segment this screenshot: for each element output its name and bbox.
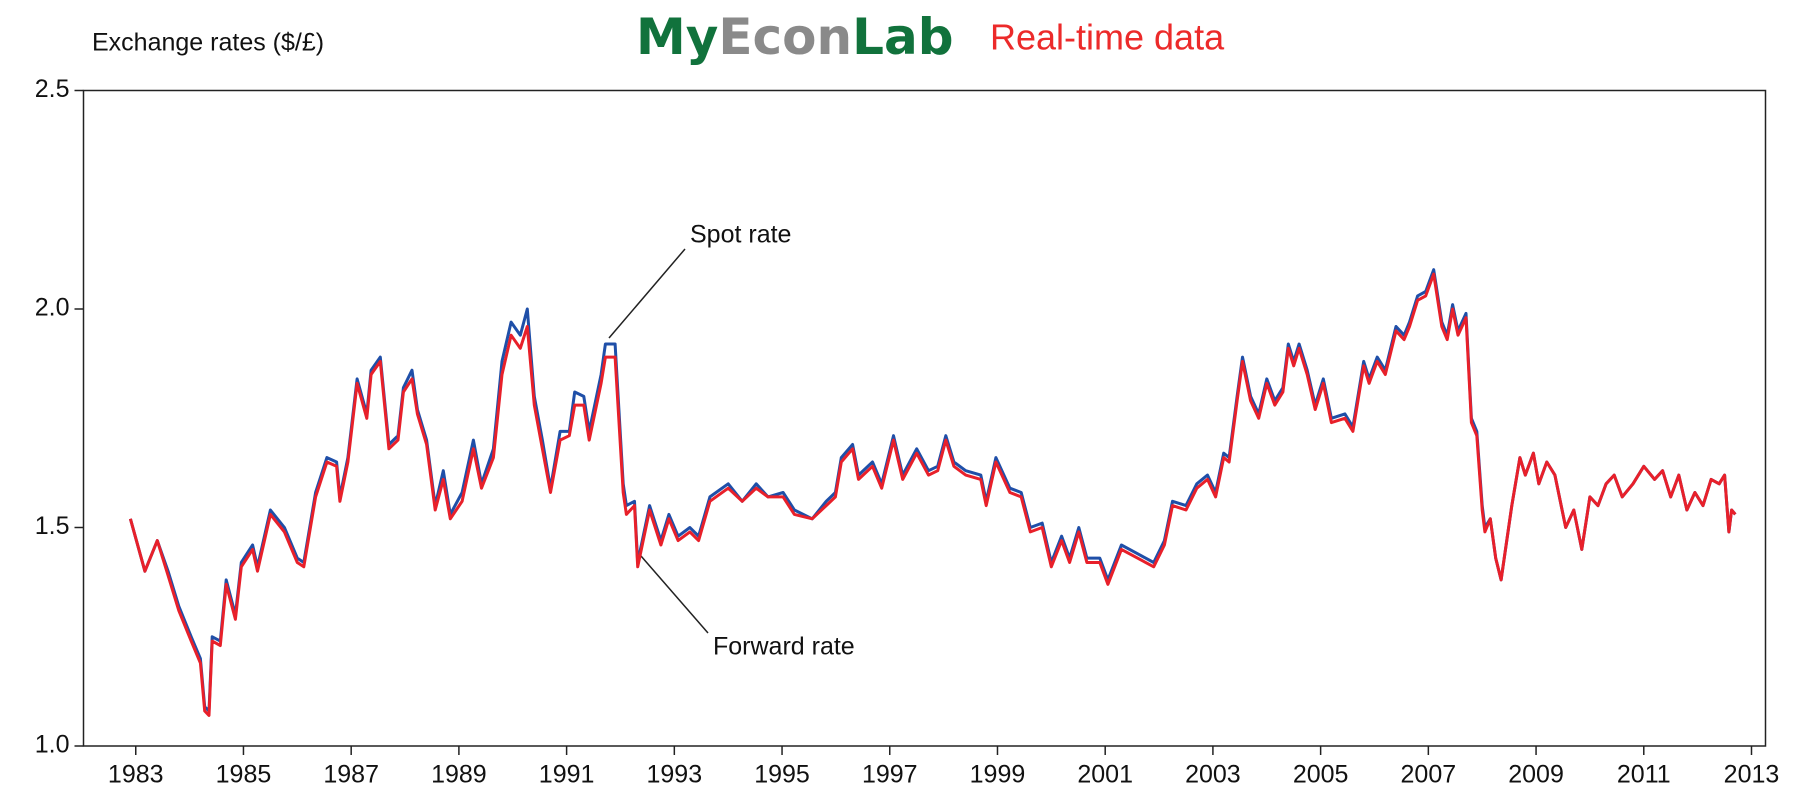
x-tick-label: 2013 <box>1724 761 1780 789</box>
y-tick-label: 2.0 <box>35 294 70 322</box>
x-tick-label: 1997 <box>862 761 918 789</box>
x-tick-label: 2009 <box>1508 761 1564 789</box>
logo-part: Econ <box>718 8 852 66</box>
logo-tagline: Real-time data <box>990 17 1225 58</box>
x-tick-label: 1999 <box>970 761 1026 789</box>
logo: MyEconLab <box>636 8 954 66</box>
x-tick-label: 1985 <box>216 761 272 789</box>
x-tick-label: 2007 <box>1401 761 1457 789</box>
annotation: Spot rate <box>690 221 791 249</box>
series-line <box>128 268 1737 713</box>
x-tick-label: 2005 <box>1293 761 1349 789</box>
x-tick-label: 1987 <box>323 761 379 789</box>
y-tick-label: 2.5 <box>35 75 70 103</box>
x-tick-label: 1989 <box>431 761 487 789</box>
chart-title: Exchange rates ($/£) <box>92 29 324 57</box>
leader-line <box>640 555 709 634</box>
logo-part: Lab <box>852 8 953 66</box>
x-tick-label: 2003 <box>1185 761 1241 789</box>
x-tick-label: 1991 <box>539 761 595 789</box>
y-tick-label: 1.5 <box>35 512 70 540</box>
y-tick-label: 1.0 <box>35 731 70 759</box>
x-tick-label: 1993 <box>647 761 703 789</box>
x-tick-label: 2011 <box>1617 761 1671 789</box>
x-tick-label: 2001 <box>1077 761 1133 789</box>
series-line <box>128 272 1737 717</box>
logo-part: My <box>636 8 718 66</box>
plot-frame <box>82 89 1767 747</box>
x-tick-label: 1995 <box>754 761 810 789</box>
annotation: Forward rate <box>713 633 855 661</box>
x-tick-label: 1983 <box>108 761 164 789</box>
leader-line <box>608 248 686 339</box>
